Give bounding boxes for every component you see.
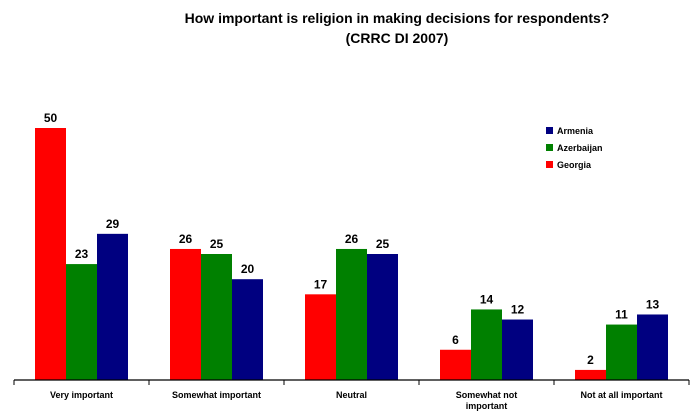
legend-label-armenia: Armenia	[557, 126, 594, 136]
data-label-georgia-very-important: 50	[44, 111, 58, 125]
data-label-georgia-not-at-all-important: 2	[587, 353, 594, 367]
data-label-georgia-somewhat-important: 26	[179, 232, 193, 246]
data-label-armenia-not-at-all-important: 13	[646, 297, 660, 311]
x-tick-label-somewhat-not-important: important	[466, 401, 508, 411]
legend-label-georgia: Georgia	[557, 160, 592, 170]
x-tick-labels-layer: Very important Somewhat important Neutral S…	[50, 390, 663, 411]
legend-label-azerbaijan: Azerbaijan	[557, 143, 603, 153]
legend: Armenia Azerbaijan Georgia	[537, 118, 633, 186]
data-label-azerbaijan-somewhat-not-important: 14	[480, 292, 494, 306]
bar-armenia-very-important	[97, 233, 128, 380]
chart-title-line-1: How important is religion in making deci…	[185, 10, 610, 26]
legend-swatch-georgia	[546, 161, 553, 168]
x-tick-label-neutral: Neutral	[336, 390, 367, 400]
x-tick-label-not-at-all-important: Not at all important	[580, 390, 662, 400]
chart-title-line-2: (CRRC DI 2007)	[346, 30, 449, 46]
data-label-georgia-somewhat-not-important: 6	[452, 333, 459, 347]
bar-armenia-somewhat-not-important	[502, 319, 533, 380]
data-label-georgia-neutral: 17	[314, 277, 328, 291]
x-axis-tick-marks	[13, 380, 690, 385]
x-tick-label-somewhat-important: Somewhat important	[172, 390, 261, 400]
data-label-azerbaijan-very-important: 23	[75, 247, 89, 261]
bar-armenia-not-at-all-important	[637, 314, 668, 380]
x-tick-label-very-important: Very important	[50, 390, 113, 400]
bars-layer	[35, 128, 668, 380]
bar-georgia-somewhat-not-important	[440, 349, 471, 380]
data-label-azerbaijan-somewhat-important: 25	[210, 237, 224, 251]
bar-georgia-not-at-all-important	[575, 369, 606, 380]
bar-azerbaijan-very-important	[66, 264, 97, 380]
data-label-armenia-somewhat-important: 20	[241, 262, 255, 276]
legend-box	[537, 118, 633, 186]
legend-swatch-azerbaijan	[546, 144, 553, 151]
data-label-azerbaijan-neutral: 26	[345, 232, 359, 246]
bar-azerbaijan-somewhat-important	[201, 254, 232, 380]
bar-armenia-neutral	[367, 254, 398, 380]
bar-azerbaijan-not-at-all-important	[606, 324, 637, 380]
x-tick-label-somewhat-not-important: Somewhat not	[456, 390, 518, 400]
data-label-azerbaijan-not-at-all-important: 11	[615, 308, 628, 322]
bar-azerbaijan-neutral	[336, 248, 367, 380]
data-label-armenia-very-important: 29	[106, 217, 120, 231]
bar-armenia-somewhat-important	[232, 279, 263, 380]
bar-georgia-neutral	[305, 294, 336, 380]
bar-azerbaijan-somewhat-not-important	[471, 309, 502, 380]
data-label-armenia-neutral: 25	[376, 237, 390, 251]
bar-georgia-somewhat-important	[170, 248, 201, 380]
legend-swatch-armenia	[546, 127, 553, 134]
bar-georgia-very-important	[35, 128, 66, 380]
data-label-armenia-somewhat-not-important: 12	[511, 303, 525, 317]
data-labels-layer: 50 23 29 26 25 20 17 26 25 6 14 12 2 11 13	[44, 111, 660, 367]
